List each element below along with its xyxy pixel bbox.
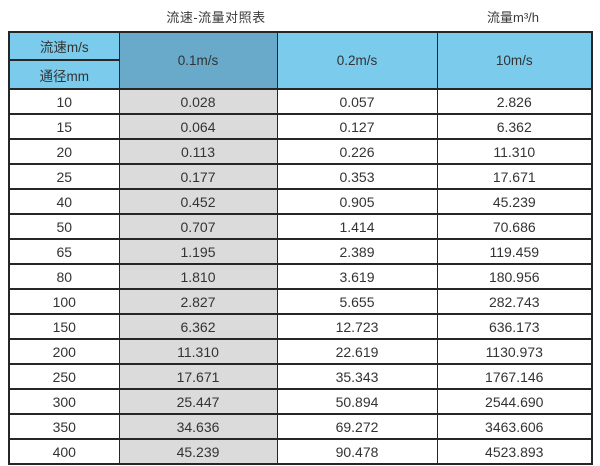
table-row: 400 45.239 90.478 4523.893 <box>8 438 593 465</box>
table-header: 流速m/s 0.1m/s 0.2m/s 10m/s 通径mm <box>8 31 593 90</box>
flow-0-1ms-cell: 6.362 <box>118 313 278 340</box>
table-row: 80 1.810 3.619 180.956 <box>8 263 593 290</box>
flow-10ms-cell: 1130.973 <box>436 338 593 365</box>
flow-10ms-cell: 2544.690 <box>436 388 593 415</box>
diameter-cell: 10 <box>8 88 120 115</box>
diameter-cell: 300 <box>8 388 120 415</box>
page-title: 流速-流量对照表 <box>166 10 266 25</box>
flow-10ms-cell: 282.743 <box>436 288 593 315</box>
flow-10ms-cell: 180.956 <box>436 263 593 290</box>
flow-0-2ms-cell: 90.478 <box>276 438 438 465</box>
flow-10ms-cell: 1767.146 <box>436 363 593 390</box>
flow-0-2ms-cell: 3.619 <box>276 263 438 290</box>
flow-0-2ms-cell: 0.905 <box>276 188 438 215</box>
flow-10ms-cell: 11.310 <box>436 138 593 165</box>
flow-10ms-cell: 45.239 <box>436 188 593 215</box>
header-col-0-2ms: 0.2m/s <box>276 31 438 90</box>
table-row: 20 0.113 0.226 11.310 <box>8 138 593 165</box>
flow-10ms-cell: 70.686 <box>436 213 593 240</box>
flow-rate-table: 流速m/s 0.1m/s 0.2m/s 10m/s 通径mm 10 0.028 0.… <box>8 31 593 465</box>
flow-0-1ms-cell: 17.671 <box>118 363 278 390</box>
diameter-cell: 80 <box>8 263 120 290</box>
table-row: 200 11.310 22.619 1130.973 <box>8 338 593 365</box>
flow-0-2ms-cell: 22.619 <box>276 338 438 365</box>
flow-0-1ms-cell: 45.239 <box>118 438 278 465</box>
flow-0-2ms-cell: 1.414 <box>276 213 438 240</box>
flow-10ms-cell: 17.671 <box>436 163 593 190</box>
flow-0-2ms-cell: 12.723 <box>276 313 438 340</box>
table-row: 50 0.707 1.414 70.686 <box>8 213 593 240</box>
flow-0-2ms-cell: 5.655 <box>276 288 438 315</box>
table-row: 25 0.177 0.353 17.671 <box>8 163 593 190</box>
table-row: 150 6.362 12.723 636.173 <box>8 313 593 340</box>
flow-10ms-cell: 3463.606 <box>436 413 593 440</box>
flow-0-1ms-cell: 0.707 <box>118 213 278 240</box>
flow-0-2ms-cell: 2.389 <box>276 238 438 265</box>
flow-unit-label: 流量m³/h <box>486 10 539 25</box>
flow-0-1ms-cell: 0.028 <box>118 88 278 115</box>
flow-0-1ms-cell: 25.447 <box>118 388 278 415</box>
header-col-0-1ms: 0.1m/s <box>118 31 278 90</box>
flow-0-2ms-cell: 0.226 <box>276 138 438 165</box>
table-row: 250 17.671 35.343 1767.146 <box>8 363 593 390</box>
title-bar: 流速-流量对照表 流量m³/h <box>0 4 600 28</box>
diameter-cell: 25 <box>8 163 120 190</box>
flow-0-1ms-cell: 0.064 <box>118 113 278 140</box>
flow-0-1ms-cell: 0.113 <box>118 138 278 165</box>
flow-0-1ms-cell: 0.177 <box>118 163 278 190</box>
flow-0-2ms-cell: 50.894 <box>276 388 438 415</box>
flow-10ms-cell: 2.826 <box>436 88 593 115</box>
flow-0-2ms-cell: 0.127 <box>276 113 438 140</box>
table-row: 15 0.064 0.127 6.362 <box>8 113 593 140</box>
diameter-cell: 100 <box>8 288 120 315</box>
table-row: 65 1.195 2.389 119.459 <box>8 238 593 265</box>
flow-0-1ms-cell: 2.827 <box>118 288 278 315</box>
diameter-cell: 50 <box>8 213 120 240</box>
flow-0-1ms-cell: 1.810 <box>118 263 278 290</box>
table-row: 350 34.636 69.272 3463.606 <box>8 413 593 440</box>
table-row: 100 2.827 5.655 282.743 <box>8 288 593 315</box>
flow-0-1ms-cell: 0.452 <box>118 188 278 215</box>
header-velocity-label: 流速m/s <box>8 31 120 61</box>
flow-10ms-cell: 6.362 <box>436 113 593 140</box>
flow-0-2ms-cell: 0.057 <box>276 88 438 115</box>
flow-10ms-cell: 4523.893 <box>436 438 593 465</box>
table-row: 40 0.452 0.905 45.239 <box>8 188 593 215</box>
flow-10ms-cell: 636.173 <box>436 313 593 340</box>
diameter-cell: 200 <box>8 338 120 365</box>
table-body: 10 0.028 0.057 2.826 15 0.064 0.127 6.362 20 0.11… <box>8 88 593 465</box>
diameter-cell: 400 <box>8 438 120 465</box>
diameter-cell: 150 <box>8 313 120 340</box>
diameter-cell: 65 <box>8 238 120 265</box>
flow-0-1ms-cell: 34.636 <box>118 413 278 440</box>
flow-0-1ms-cell: 11.310 <box>118 338 278 365</box>
flow-0-2ms-cell: 0.353 <box>276 163 438 190</box>
diameter-cell: 20 <box>8 138 120 165</box>
header-col-10ms: 10m/s <box>436 31 593 90</box>
table-row: 300 25.447 50.894 2544.690 <box>8 388 593 415</box>
table-row: 10 0.028 0.057 2.826 <box>8 88 593 115</box>
flow-0-2ms-cell: 35.343 <box>276 363 438 390</box>
flow-10ms-cell: 119.459 <box>436 238 593 265</box>
diameter-cell: 250 <box>8 363 120 390</box>
flow-0-2ms-cell: 69.272 <box>276 413 438 440</box>
diameter-cell: 350 <box>8 413 120 440</box>
diameter-cell: 40 <box>8 188 120 215</box>
diameter-cell: 15 <box>8 113 120 140</box>
flow-0-1ms-cell: 1.195 <box>118 238 278 265</box>
header-diameter-label: 通径mm <box>8 59 120 90</box>
